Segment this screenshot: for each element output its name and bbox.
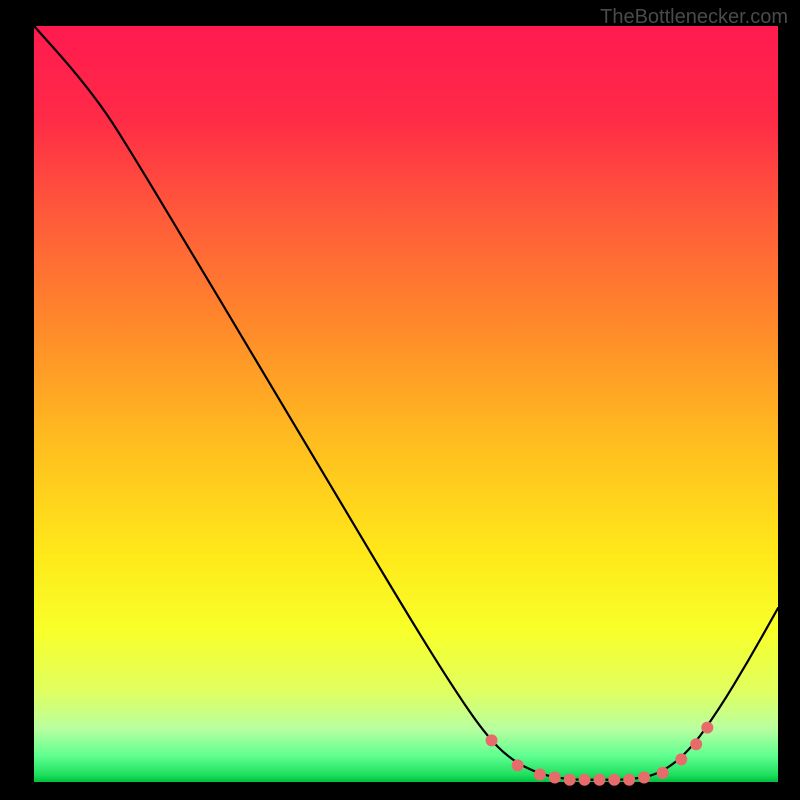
marker-dot: [593, 774, 605, 786]
marker-dot: [512, 759, 524, 771]
marker-dot: [579, 774, 591, 786]
marker-dot: [638, 771, 650, 783]
marker-dot: [486, 734, 498, 746]
marker-dot: [623, 774, 635, 786]
marker-dot: [701, 722, 713, 734]
marker-dot: [608, 774, 620, 786]
marker-dot: [549, 771, 561, 783]
marker-dot: [690, 738, 702, 750]
marker-dot: [675, 753, 687, 765]
chart-container: [0, 0, 800, 800]
bottleneck-chart: [0, 0, 800, 800]
watermark-text: TheBottlenecker.com: [600, 6, 788, 29]
marker-dot: [534, 768, 546, 780]
marker-dot: [657, 767, 669, 779]
marker-dot: [564, 774, 576, 786]
plot-background: [34, 26, 778, 782]
